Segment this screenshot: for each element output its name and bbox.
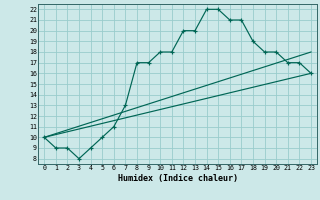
X-axis label: Humidex (Indice chaleur): Humidex (Indice chaleur) — [118, 174, 238, 183]
